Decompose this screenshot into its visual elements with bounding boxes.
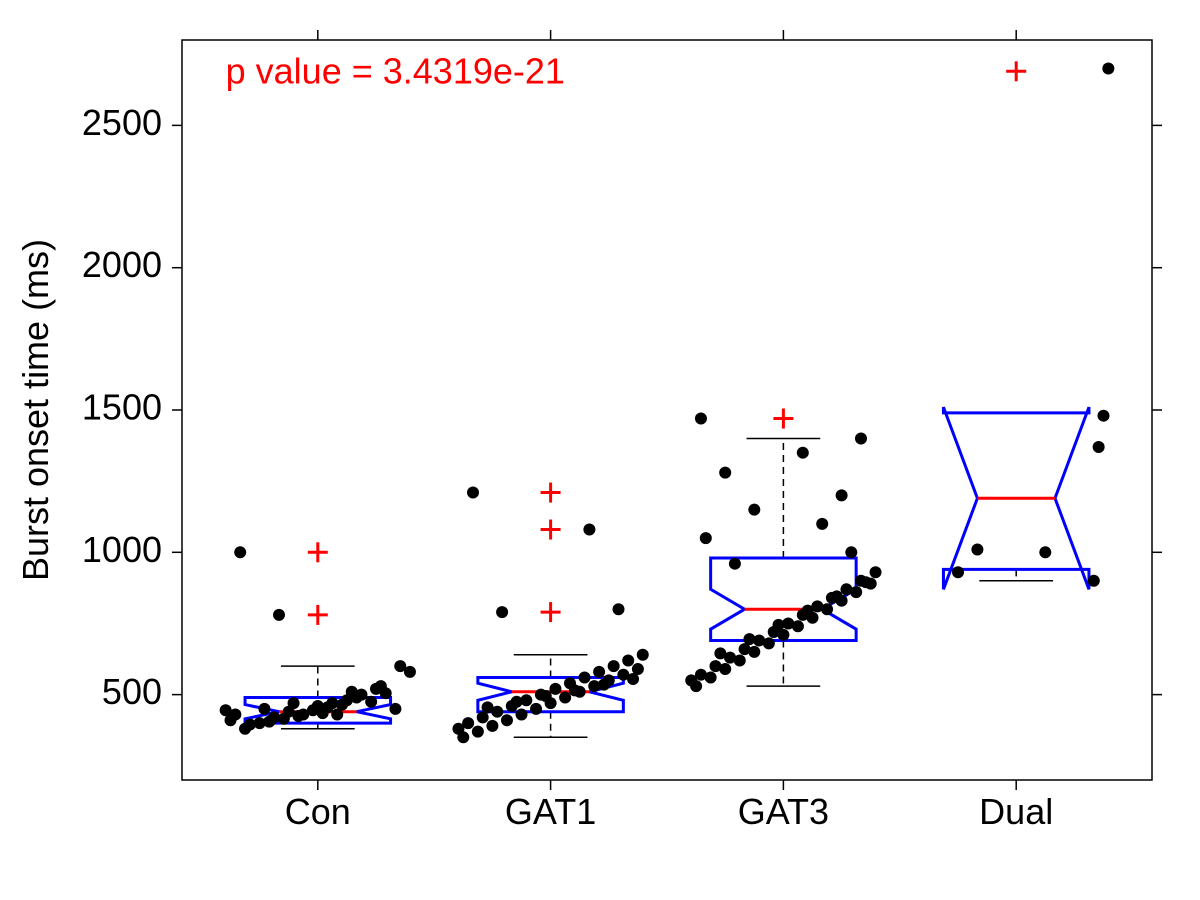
y-axis-label: Burst onset time (ms) <box>15 239 56 581</box>
scatter-point <box>598 679 610 691</box>
scatter-point <box>365 696 377 708</box>
scatter-point <box>593 666 605 678</box>
scatter-point <box>375 680 387 692</box>
xtick-label: Con <box>285 791 351 832</box>
plot-border <box>182 40 1152 780</box>
scatter-point <box>583 524 595 536</box>
scatter-point <box>234 546 246 558</box>
scatter-point <box>748 504 760 516</box>
scatter-point <box>831 590 843 602</box>
scatter-point <box>292 710 304 722</box>
scatter-point <box>627 673 639 685</box>
scatter-point <box>511 696 523 708</box>
scatter-point <box>530 703 542 715</box>
scatter-point <box>816 518 828 530</box>
scatter-point <box>501 714 513 726</box>
scatter-point <box>1102 62 1114 74</box>
scatter-point <box>278 713 290 725</box>
scatter-point <box>404 666 416 678</box>
scatter-point <box>559 691 571 703</box>
scatter-point <box>637 649 649 661</box>
scatter-point <box>714 647 726 659</box>
scatter-point <box>244 719 256 731</box>
xtick-label: Dual <box>979 791 1053 832</box>
xtick-label: GAT1 <box>505 791 596 832</box>
scatter-point <box>860 576 872 588</box>
scatter-point <box>773 619 785 631</box>
scatter-point <box>710 660 722 672</box>
scatter-point <box>971 543 983 555</box>
scatter-point <box>486 720 498 732</box>
scatter-point <box>952 566 964 578</box>
scatter-point <box>482 701 494 713</box>
scatter-point <box>1093 441 1105 453</box>
xtick-label: GAT3 <box>738 791 829 832</box>
scatter-point <box>608 660 620 672</box>
scatter-point <box>1039 546 1051 558</box>
scatter-point <box>845 546 857 558</box>
ytick-label: 1500 <box>82 387 162 428</box>
scatter-point <box>1098 410 1110 422</box>
scatter-point <box>695 413 707 425</box>
scatter-point <box>258 703 270 715</box>
ytick-label: 1000 <box>82 529 162 570</box>
p-value-text: p value = 3.4319e-21 <box>226 51 565 92</box>
scatter-point <box>220 704 232 716</box>
scatter-point <box>622 654 634 666</box>
scatter-point <box>613 603 625 615</box>
scatter-point <box>540 690 552 702</box>
scatter-point <box>700 532 712 544</box>
scatter-point <box>840 583 852 595</box>
scatter-point <box>743 633 755 645</box>
scatter-point <box>288 697 300 709</box>
ytick-label: 2500 <box>82 102 162 143</box>
scatter-point <box>870 566 882 578</box>
scatter-point <box>346 686 358 698</box>
scatter-point <box>452 723 464 735</box>
ytick-label: 2000 <box>82 244 162 285</box>
scatter-point <box>685 674 697 686</box>
scatter-point <box>836 489 848 501</box>
scatter-point <box>855 432 867 444</box>
scatter-point <box>797 447 809 459</box>
scatter-point <box>802 605 814 617</box>
scatter-point <box>549 683 561 695</box>
boxplot-chart: 500 1000 1500 2000 2500 Con GAT1 GAT3 Dual Burst … <box>0 0 1200 900</box>
scatter-point <box>719 467 731 479</box>
scatter-point <box>516 709 528 721</box>
scatter-point <box>729 558 741 570</box>
ytick-label: 500 <box>102 671 162 712</box>
scatter-point <box>467 487 479 499</box>
scatter-point <box>389 703 401 715</box>
scatter-point <box>273 609 285 621</box>
scatter-point <box>569 684 581 696</box>
scatter-point <box>331 709 343 721</box>
scatter-point <box>263 716 275 728</box>
scatter-point <box>1088 575 1100 587</box>
scatter-point <box>496 606 508 618</box>
scatter-point <box>579 672 591 684</box>
scatter-point <box>317 707 329 719</box>
scatter-point <box>472 726 484 738</box>
